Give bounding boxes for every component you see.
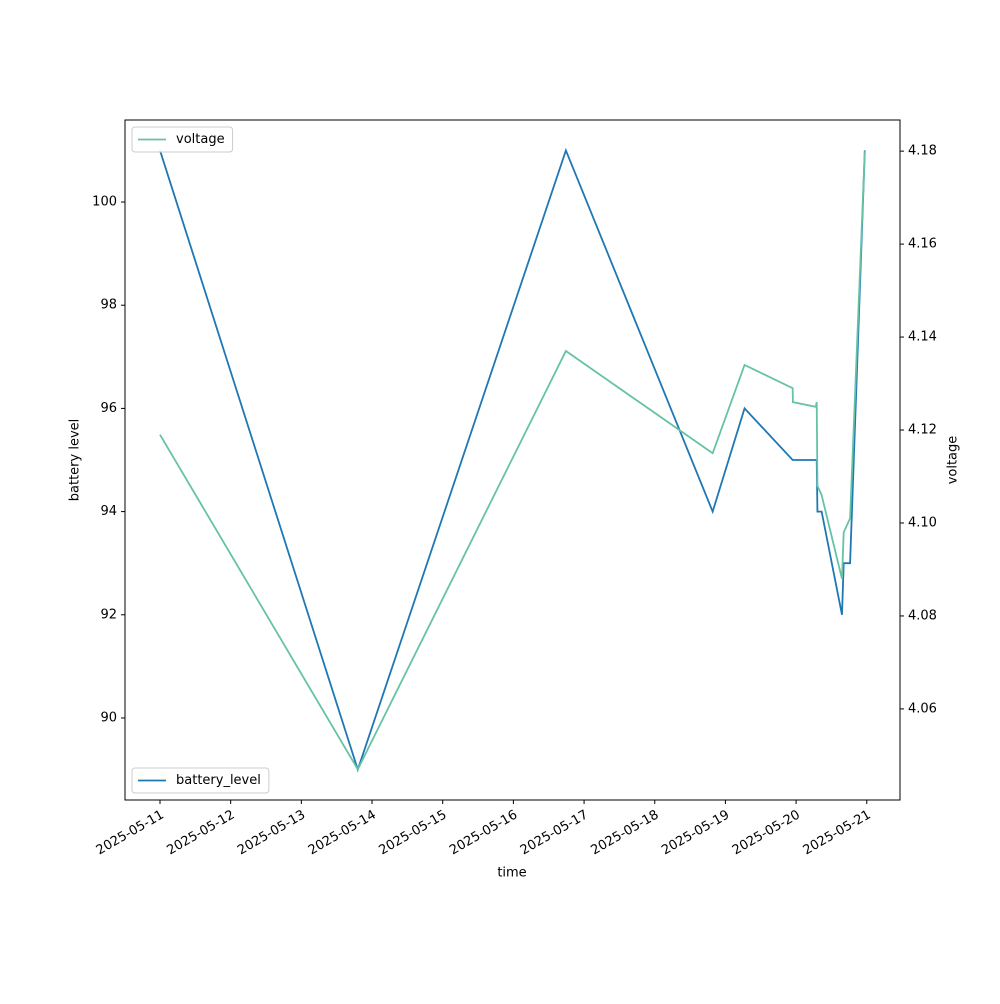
series-line [159,151,866,772]
legend: battery_level [131,767,270,794]
legend-box [131,767,270,794]
legend-label: voltage [176,132,225,147]
y2-tick-label: 4.18 [908,144,937,159]
x-axis-label: time [497,866,526,881]
y2-tick-label: 4.10 [908,515,937,530]
y-tick-label: 94 [100,504,117,519]
legend-label: battery_level [176,773,261,788]
y2-tick-label: 4.06 [908,701,937,716]
y-axis-label: battery level [68,419,83,502]
y-tick-label: 98 [100,298,117,313]
y-tick-label: 100 [92,195,117,210]
y2-tick-label: 4.12 [908,423,937,438]
y2-tick-label: 4.16 [908,237,937,252]
series-line [159,147,866,773]
y-tick-label: 96 [100,401,117,416]
legend-box [131,126,234,153]
plot-frame [124,119,901,801]
y2-tick-label: 4.08 [908,608,937,623]
legend: voltage [131,126,234,153]
y2-tick-label: 4.14 [908,330,937,345]
y-tick-label: 90 [100,710,117,725]
y2-axis-label: voltage [946,436,961,485]
y-tick-label: 92 [100,607,117,622]
